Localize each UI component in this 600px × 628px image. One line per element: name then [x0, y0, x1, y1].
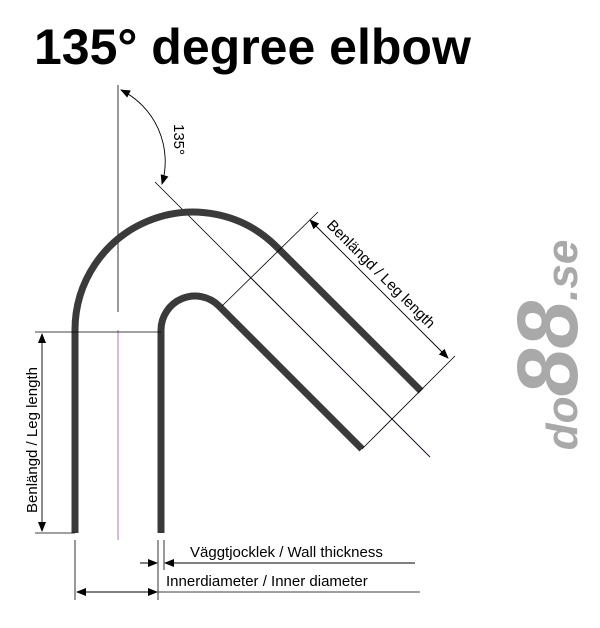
leg-length-label-vertical: Benlängd / Leg length	[24, 367, 41, 513]
wall-thickness-label: Väggtjocklek / Wall thickness	[190, 544, 383, 561]
inner-diameter-label: Innerdiameter / Inner diameter	[166, 573, 368, 590]
logo-suffix: .se	[538, 239, 587, 301]
leg-length-dimension	[309, 219, 449, 359]
leg-end-line	[361, 355, 456, 450]
logo-prefix: do	[538, 396, 587, 451]
reference-line-diagonal	[154, 181, 431, 458]
logo-number: 88	[500, 300, 596, 397]
angle-arc	[120, 89, 169, 185]
leg-start-line	[221, 211, 319, 307]
pipe-outer-wall	[71, 208, 424, 533]
do88-logo: do88.se	[500, 239, 596, 451]
pipe-inner-wall	[157, 292, 365, 533]
angle-label: 135°	[170, 124, 187, 155]
diagram-title: 135° degree elbow	[34, 19, 471, 75]
